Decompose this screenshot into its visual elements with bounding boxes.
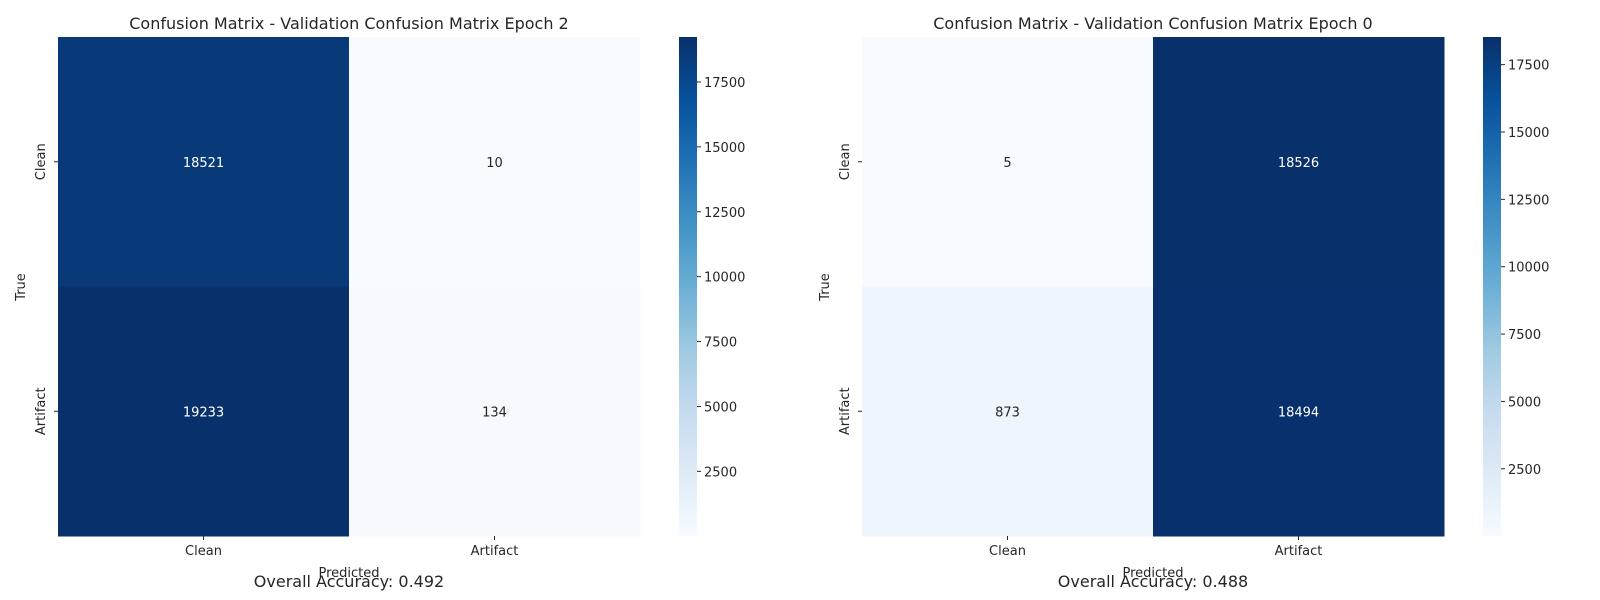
heatmap-cell bbox=[1153, 37, 1445, 287]
cell-value-label: 134 bbox=[482, 405, 507, 420]
colorbar-tick-label: 12500 bbox=[1508, 193, 1549, 208]
panel-1-title: Confusion Matrix - Validation Confusion … bbox=[129, 14, 568, 33]
cell-value-label: 18526 bbox=[1278, 156, 1319, 171]
y-tick-label: Clean bbox=[34, 143, 49, 180]
heatmap-cell bbox=[349, 286, 641, 537]
heatmap-cell bbox=[862, 286, 1154, 537]
colorbar-tick-label: 7500 bbox=[704, 336, 737, 351]
panel-1-colorbar-ticks: 2500 5000 7500 10000 12500 15000 17500 bbox=[697, 76, 745, 480]
colorbar-tick-label: 5000 bbox=[704, 400, 737, 415]
panel-2-colorbar-ticks: 2500 5000 7500 10000 12500 15000 17500 bbox=[1501, 59, 1549, 478]
colorbar-tick-label: 17500 bbox=[704, 76, 745, 91]
colorbar-tick-label: 15000 bbox=[704, 141, 745, 156]
heatmap-cell bbox=[1153, 286, 1445, 537]
x-tick-label: Clean bbox=[989, 544, 1026, 559]
cell-value-label: 18521 bbox=[183, 156, 224, 171]
panel-1-colorbar bbox=[679, 37, 697, 536]
colorbar-tick-label: 17500 bbox=[1508, 59, 1549, 74]
panel-2-colorbar bbox=[1483, 37, 1501, 536]
cell-value-label: 18494 bbox=[1278, 405, 1319, 420]
panel-2-cells: 5 18526 873 18494 bbox=[862, 37, 1445, 537]
y-tick-label: Clean bbox=[838, 143, 853, 180]
heatmap-cell bbox=[58, 286, 350, 537]
cell-value-label: 873 bbox=[995, 405, 1020, 420]
colorbar-tick-label: 12500 bbox=[704, 206, 745, 221]
panel-1-x-ticks: Clean Artifact bbox=[185, 536, 518, 559]
colorbar-tick-label: 5000 bbox=[1508, 395, 1541, 410]
heatmap-panel-1: Confusion Matrix - Validation Confusion … bbox=[14, 14, 745, 591]
colorbar-tick-label: 2500 bbox=[704, 465, 737, 480]
x-tick-label: Clean bbox=[185, 544, 222, 559]
cell-value-label: 10 bbox=[486, 156, 503, 171]
panel-1-accuracy: Overall Accuracy: 0.492 bbox=[254, 572, 444, 591]
x-tick-label: Artifact bbox=[1275, 544, 1323, 559]
panel-2-ylabel: True bbox=[818, 273, 833, 302]
y-tick-label: Artifact bbox=[34, 387, 49, 435]
y-tick-label: Artifact bbox=[838, 387, 853, 435]
panel-1-ylabel: True bbox=[14, 273, 29, 302]
colorbar-tick-label: 10000 bbox=[704, 271, 745, 286]
heatmap-panel-2: Confusion Matrix - Validation Confusion … bbox=[818, 14, 1549, 591]
colorbar-tick-label: 10000 bbox=[1508, 261, 1549, 276]
panel-2-title: Confusion Matrix - Validation Confusion … bbox=[933, 14, 1372, 33]
panel-1-y-ticks: Clean Artifact bbox=[34, 143, 58, 435]
panel-2-x-ticks: Clean Artifact bbox=[989, 536, 1322, 559]
panel-2-xlabel: Predicted bbox=[1122, 566, 1183, 581]
heatmap-cell bbox=[58, 37, 350, 287]
x-tick-label: Artifact bbox=[471, 544, 519, 559]
heatmap-cell bbox=[349, 37, 641, 287]
panel-1-xlabel: Predicted bbox=[318, 566, 379, 581]
panel-2-accuracy: Overall Accuracy: 0.488 bbox=[1058, 572, 1248, 591]
colorbar-tick-label: 7500 bbox=[1508, 328, 1541, 343]
colorbar-tick-label: 15000 bbox=[1508, 126, 1549, 141]
heatmap-cell bbox=[862, 37, 1154, 287]
colorbar-tick-label: 2500 bbox=[1508, 463, 1541, 478]
panel-1-cells: 18521 10 19233 134 bbox=[58, 37, 641, 537]
panel-2-y-ticks: Clean Artifact bbox=[838, 143, 862, 435]
cell-value-label: 19233 bbox=[183, 405, 224, 420]
cell-value-label: 5 bbox=[1003, 156, 1011, 171]
